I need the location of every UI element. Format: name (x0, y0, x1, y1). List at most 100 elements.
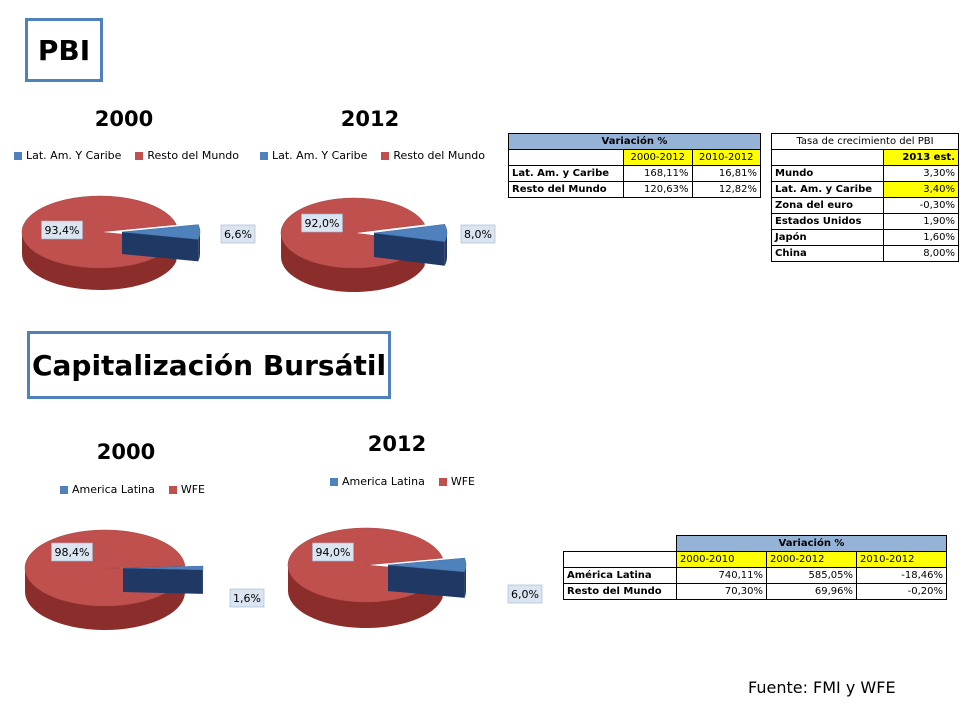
table-row: Resto del Mundo 120,63% 12,82% (508, 181, 761, 198)
table-cell: 120,63% (623, 181, 693, 198)
data-label-text: 93,4% (45, 224, 80, 237)
data-label-latam: 8,0% (460, 224, 496, 244)
row-label: Resto del Mundo (508, 181, 624, 198)
legend-swatch-red (381, 151, 390, 160)
table-title: Variación % (676, 535, 947, 552)
pbi-2000-year: 2000 (94, 107, 154, 131)
table-cell: -18,46% (856, 567, 947, 584)
cap-2012-year: 2012 (367, 432, 427, 456)
table-row: 2000-2012 2010-2012 (508, 149, 761, 166)
slice-inner-wall (123, 568, 203, 594)
legend-swatch-red (168, 485, 177, 494)
cap-title-box: Capitalización Bursátil (27, 331, 391, 399)
table-row: Japón 1,60% (771, 229, 959, 246)
legend-swatch-blue (260, 151, 268, 160)
legend-entry: America Latina (330, 475, 425, 488)
legend-entry: America Latina (60, 483, 155, 496)
data-label-box (51, 542, 93, 562)
slice-inner-wall (388, 565, 465, 598)
slice-latam (373, 224, 448, 242)
slice-side-latam (464, 565, 466, 598)
data-label-box (229, 588, 265, 608)
table-row: 2013 est. (771, 149, 959, 166)
slice-side-rest (281, 233, 425, 292)
pbi-2012-year: 2012 (340, 107, 400, 131)
cap-2000-legend: America Latina WFE (60, 483, 205, 496)
data-label-text: 92,0% (305, 217, 340, 230)
slice-side-rest (25, 568, 185, 631)
table-cell: 8,00% (883, 245, 959, 262)
legend-label: WFE (450, 475, 475, 488)
data-label-box (301, 213, 343, 233)
table-row: China 8,00% (771, 245, 959, 262)
empty-cell (564, 536, 677, 552)
slice-inner-wall (374, 233, 445, 266)
data-label-box (460, 224, 496, 244)
slice-side-rest (288, 565, 443, 628)
data-label-text: 98,4% (55, 546, 90, 559)
data-label-latam: 6,6% (220, 224, 256, 244)
slice-latam (387, 557, 467, 573)
column-header: 2010-2012 (691, 149, 761, 166)
table-cell: 585,05% (766, 567, 857, 584)
data-label-text: 8,0% (464, 228, 492, 241)
legend-entry: Resto del Mundo (381, 149, 485, 162)
table-row: Lat. Am. y Caribe 168,11% 16,81% (508, 165, 761, 182)
table-cell: 70,30% (676, 583, 767, 600)
data-label-text: 94,0% (316, 546, 351, 559)
data-label-rest: 92,0% (301, 213, 343, 233)
data-label-rest: 98,4% (51, 542, 93, 562)
table-row: Variación % (564, 535, 947, 552)
legend-label: Resto del Mundo (393, 149, 486, 162)
pbi-title: PBI (37, 33, 91, 67)
data-label-text: 6,0% (511, 588, 539, 601)
legend-label: Lat. Am. Y Caribe (26, 149, 122, 162)
table-row: Mundo 3,30% (771, 165, 959, 182)
data-label-text: 1,6% (233, 592, 261, 605)
legend-swatch-blue (14, 151, 22, 160)
table-cell: 740,11% (676, 567, 767, 584)
legend-label: Lat. Am. Y Caribe (272, 149, 368, 162)
data-label-text: 6,6% (224, 228, 252, 241)
row-label: América Latina (563, 567, 677, 584)
data-label-rest: 94,0% (312, 542, 354, 562)
pbi-crecimiento-table: Tasa de crecimiento del PBI 2013 est. Mu… (771, 133, 959, 262)
slice-side-rest (22, 232, 177, 290)
empty-cell (563, 551, 677, 568)
legend-swatch-red (438, 477, 447, 486)
pbi-2012-legend: Lat. Am. Y Caribe Resto del Mundo (260, 149, 485, 162)
slice-inner-wall (122, 232, 199, 262)
legend-entry: WFE (168, 483, 205, 496)
cap-2000-year: 2000 (96, 440, 156, 464)
table-row: Resto del Mundo 70,30% 69,96% -0,20% (563, 583, 947, 600)
column-header: 2000-2010 (676, 551, 767, 568)
legend-entry: Lat. Am. Y Caribe (14, 149, 121, 162)
pbi-title-box: PBI (25, 18, 103, 82)
legend-label: America Latina (342, 475, 425, 488)
pbi-2000-legend: Lat. Am. Y Caribe Resto del Mundo (14, 149, 239, 162)
table-cell: -0,20% (856, 583, 947, 600)
column-header: 2000-2012 (623, 149, 693, 166)
cap-title: Capitalización Bursátil (31, 348, 387, 382)
source-note: Fuente: FMI y WFE (748, 678, 896, 697)
legend-entry: Lat. Am. Y Caribe (260, 149, 367, 162)
legend-swatch-blue (60, 485, 68, 494)
data-label-box (41, 220, 83, 240)
column-header: 2010-2012 (856, 551, 947, 568)
data-label-box (312, 542, 354, 562)
data-label-box (220, 224, 256, 244)
slice-latam (122, 565, 204, 571)
cap-2012-legend: America Latina WFE (330, 475, 475, 488)
pbi-variacion-table: Variación % 2000-2012 2010-2012 Lat. Am.… (508, 133, 761, 198)
table-row: América Latina 740,11% 585,05% -18,46% (563, 567, 947, 584)
data-label-box (507, 584, 543, 604)
column-header: 2000-2012 (766, 551, 857, 568)
table-cell: 12,82% (691, 181, 761, 198)
slice-side-latam (198, 232, 200, 262)
legend-label: WFE (180, 483, 205, 496)
legend-entry: Resto del Mundo (135, 149, 239, 162)
legend-label: Resto del Mundo (147, 149, 240, 162)
